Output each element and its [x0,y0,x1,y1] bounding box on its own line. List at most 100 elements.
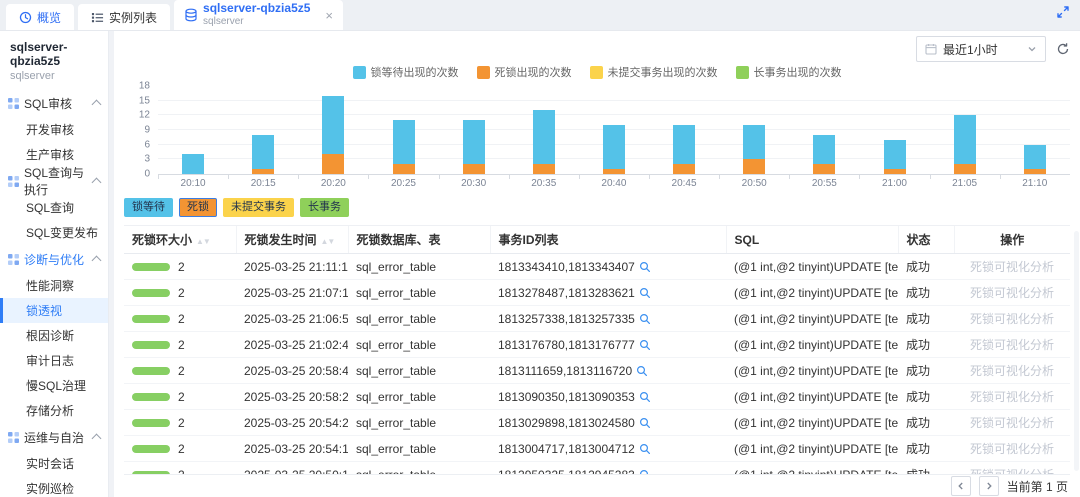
deadlock-visual-analysis-link[interactable]: 死锁可视化分析 [954,253,1070,280]
bar-slot [368,86,438,174]
legend-item[interactable]: 锁等待出现的次数 [352,64,459,80]
deadlock-visual-analysis-link[interactable]: 死锁可视化分析 [954,305,1070,332]
sort-icon[interactable]: ▲▼ [196,237,211,246]
table-row[interactable]: 2 2025-03-25 20:58:45 sql_error_table 18131… [124,357,1070,384]
deadlock-visual-analysis-link[interactable]: 死锁可视化分析 [954,331,1070,358]
stacked-bar [813,134,836,174]
search-icon[interactable] [639,339,651,351]
y-tick-label: 15 [138,95,150,107]
filter-pill[interactable]: 死锁 [179,198,217,217]
sidebar-group-label: 运维与自治 [24,430,85,445]
search-icon[interactable] [639,469,651,475]
legend-label: 死锁出现的次数 [494,67,572,79]
prev-page-button[interactable] [950,476,971,496]
cell-db-table: sql_error_table [348,357,490,384]
next-page-button[interactable] [978,476,999,496]
bar-slot [719,86,789,174]
bar-segment [392,164,415,174]
deadlock-visual-analysis-link[interactable]: 死锁可视化分析 [954,409,1070,436]
sidebar-group[interactable]: 诊断与优化 [0,245,108,273]
search-icon[interactable] [639,313,651,325]
search-icon[interactable] [639,287,651,299]
filter-pill[interactable]: 锁等待 [124,198,173,217]
cell-db-table: sql_error_table [348,409,490,436]
cell-db-table: sql_error_table [348,435,490,462]
column-header: 状态 [898,226,955,254]
chevron-up-icon [91,255,102,265]
cell-deadlock-time: 2025-03-25 20:50:12 [236,461,348,474]
tx-ids-value: 1813029898,1813024580 [498,415,635,430]
table-row[interactable]: 2 2025-03-25 21:06:57 sql_error_table 18132… [124,305,1070,332]
sidebar-item[interactable]: 实例巡检 [0,476,108,497]
deadlock-visual-analysis-link[interactable]: 死锁可视化分析 [954,279,1070,306]
y-tick-label: 12 [138,109,150,121]
cell-deadlock-size: 2 [124,357,236,384]
sidebar-item[interactable]: 性能洞察 [0,273,108,298]
deadlock-visual-analysis-link[interactable]: 死锁可视化分析 [954,383,1070,410]
sidebar-item[interactable]: 审计日志 [0,348,108,373]
search-icon[interactable] [639,443,651,455]
column-header-label: 死锁发生时间 [244,233,317,247]
sidebar-item[interactable]: 生产审核 [0,142,108,167]
cell-status: 成功 [898,305,954,332]
sidebar-item[interactable]: 根因诊断 [0,323,108,348]
bar-slot [158,86,228,174]
sidebar-group[interactable]: SQL查询与执行 [0,166,108,197]
deadlock-visual-analysis-link[interactable]: 死锁可视化分析 [954,357,1070,384]
tab-instance-subtitle: sqlserver [203,16,244,28]
deadlock-visual-analysis-link[interactable]: 死锁可视化分析 [954,435,1070,462]
table-row[interactable]: 2 2025-03-25 21:07:12 sql_error_table 18132… [124,279,1070,306]
search-icon[interactable] [639,261,651,273]
table-row[interactable]: 2 2025-03-25 20:54:12 sql_error_table 18130… [124,435,1070,462]
refresh-icon[interactable] [1056,42,1070,56]
tab-instance-active[interactable]: sqlserver-qbzia5z5 sqlserver × [174,0,344,30]
legend-item[interactable]: 死锁出现的次数 [476,64,572,80]
expand-icon[interactable] [1056,5,1070,19]
sidebar-item[interactable]: SQL查询 [0,195,108,220]
tab-instance-title: sqlserver-qbzia5z5 [203,1,311,16]
filter-pill[interactable]: 长事务 [300,198,349,217]
sidebar-group[interactable]: 运维与自治 [0,423,108,451]
cell-sql: (@1 int,@2 tinyint)UPDATE [test_ref_b] s… [726,409,898,436]
sidebar-nav: SQL审核 开发审核 生产审核 SQL查询与执行 SQL查询 SQL变更发布 诊断与优化 性能… [0,89,108,497]
table-row[interactable]: 2 2025-03-25 20:54:27 sql_error_table 18130… [124,409,1070,436]
cell-sql: (@1 int,@2 tinyint)UPDATE [test_ref_a] s… [726,357,898,384]
tab-overview[interactable]: 概览 [6,4,75,30]
sidebar: sqlserver-qbzia5z5 sqlserver SQL审核 开发审核 生产… [0,31,108,497]
cell-db-table: sql_error_table [348,383,490,410]
bar-slot [579,86,649,174]
column-header-label: SQL [734,232,760,247]
sort-icon[interactable]: ▲▼ [320,237,336,246]
size-value: 2 [178,285,185,300]
sidebar-item[interactable]: 锁透视 [0,298,108,323]
table-row[interactable]: 2 2025-03-25 20:58:27 sql_error_table 18130… [124,383,1070,410]
deadlock-visual-analysis-link[interactable]: 死锁可视化分析 [954,461,1070,474]
stacked-bar [953,115,976,174]
column-header: 事务ID列表 [490,226,727,254]
legend-item[interactable]: 长事务出现的次数 [735,64,842,80]
cell-db-table: sql_error_table [348,461,490,474]
sidebar-group[interactable]: SQL审核 [0,89,108,117]
table-body: 2 2025-03-25 21:11:12 sql_error_table 18133… [124,253,1070,475]
table-row[interactable]: 2 2025-03-25 21:11:12 sql_error_table 18133… [124,253,1070,280]
sidebar-item[interactable]: SQL变更发布 [0,220,108,245]
legend-item[interactable]: 未提交事务出现的次数 [589,64,718,80]
sidebar-header: sqlserver-qbzia5z5 sqlserver [0,31,108,89]
tab-instance-list[interactable]: 实例列表 [78,4,171,30]
search-icon[interactable] [636,365,648,377]
stacked-bar [462,120,485,174]
sidebar-item[interactable]: 实时会话 [0,451,108,476]
cell-sql: (@1 int,@2 tinyint)UPDATE [test_ref_b] s… [726,331,898,358]
search-icon[interactable] [639,417,651,429]
scrollbar[interactable] [1074,231,1079,471]
sidebar-item[interactable]: 存储分析 [0,398,108,423]
sidebar-item[interactable]: 慢SQL治理 [0,373,108,398]
sidebar-item[interactable]: 开发审核 [0,117,108,142]
bar-segment [532,110,555,165]
table-row[interactable]: 2 2025-03-25 21:02:42 sql_error_table 18131… [124,331,1070,358]
search-icon[interactable] [639,391,651,403]
time-range-select[interactable]: 最近1小时 [916,36,1046,62]
filter-pill[interactable]: 未提交事务 [223,198,294,217]
close-icon[interactable]: × [325,7,334,23]
